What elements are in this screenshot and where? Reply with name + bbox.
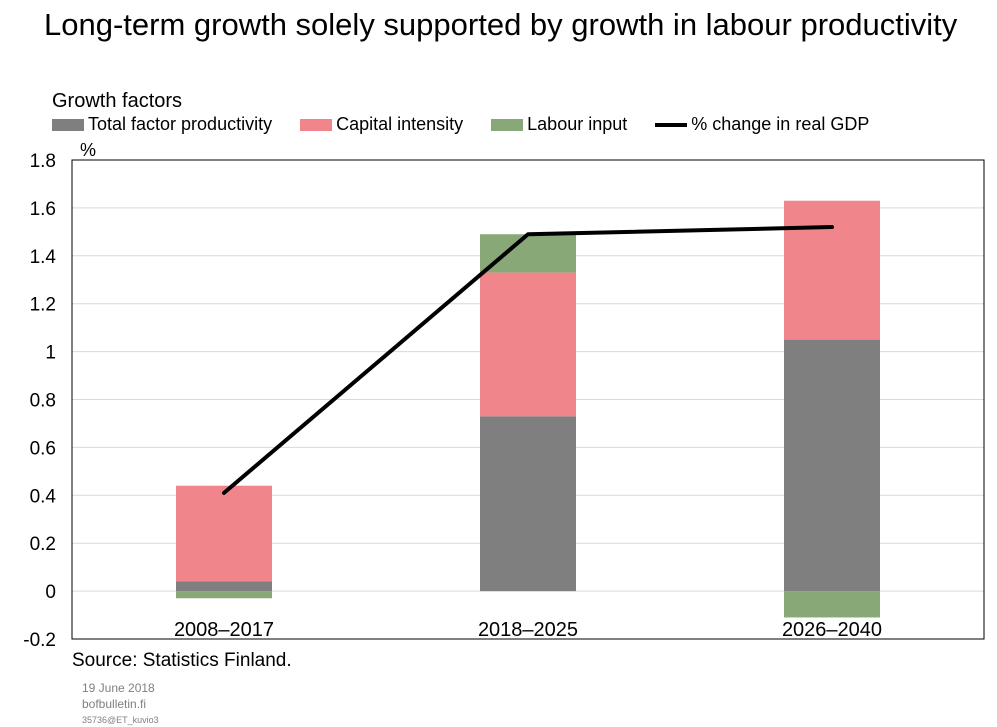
bar-segment [784, 201, 880, 340]
bar-segment [176, 591, 272, 598]
bar-segment [480, 416, 576, 591]
source-note: Source: Statistics Finland. [72, 650, 292, 672]
bar-segment [480, 273, 576, 417]
bar-segment [480, 234, 576, 272]
footer-site: bofbulletin.fi [82, 697, 146, 711]
y-tick-label: -0.2 [23, 630, 56, 651]
y-tick-label: 1 [45, 343, 56, 364]
y-tick-label: 1.6 [30, 199, 56, 220]
y-tick-label: 1.4 [30, 247, 57, 268]
footer-date: 19 June 2018 [82, 681, 155, 695]
x-tick-label: 2026–2040 [782, 619, 882, 641]
y-tick-label: 0.2 [30, 534, 56, 555]
y-tick-label: 1.8 [30, 151, 56, 172]
bar-segment [176, 582, 272, 592]
footer-code: 35736@ET_kuvio3 [82, 713, 159, 727]
y-tick-label: 0.4 [30, 486, 57, 507]
y-tick-label: 1.2 [30, 295, 56, 316]
x-tick-label: 2018–2025 [478, 619, 578, 641]
y-tick-label: 0.8 [30, 391, 56, 412]
y-tick-label: 0.6 [30, 438, 56, 459]
bar-segment [176, 486, 272, 582]
bar-segment [784, 591, 880, 617]
y-tick-label: 0 [45, 582, 56, 603]
x-tick-label: 2008–2017 [174, 619, 274, 641]
bar-segment [784, 340, 880, 591]
